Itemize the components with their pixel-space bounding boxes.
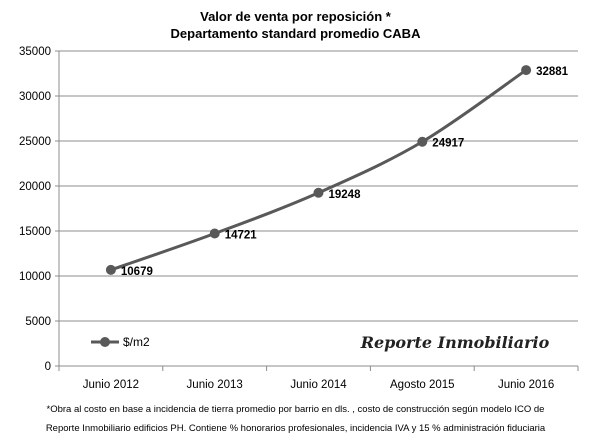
- series-line-path: [110, 68, 527, 272]
- data-labels: 10679 14721 19248 24917 32881: [121, 66, 569, 278]
- data-label-3: 24917: [432, 138, 464, 150]
- data-label-2: 19248: [329, 189, 362, 201]
- watermark-logo: Reporte Inmobiliario: [360, 333, 550, 352]
- y-axis-tick-labels: 0 5000 10000 15000 20000 25000 30000 35000: [19, 46, 51, 373]
- series-line: [110, 68, 527, 272]
- data-point-1: [209, 228, 220, 239]
- data-point-2: [313, 187, 324, 198]
- y-tick-label-10000: 10000: [19, 271, 51, 283]
- series-points: [105, 65, 532, 275]
- footnote-line-2: Reporte Inmobiliario edificios PH. Conti…: [45, 423, 546, 434]
- legend-marker: [100, 337, 110, 347]
- data-point-3: [417, 136, 428, 147]
- chart-subtitle: Departamento standard promedio CABA: [170, 26, 421, 41]
- x-tick-label-0: Junio 2012: [83, 379, 139, 391]
- chart-title: Valor de venta por reposición *: [200, 9, 391, 24]
- x-tick-label-3: Agosto 2015: [390, 379, 455, 391]
- x-tick-label-1: Junio 2013: [187, 379, 243, 391]
- y-tick-label-30000: 30000: [19, 91, 51, 103]
- x-tick-label-2: Junio 2014: [290, 379, 347, 391]
- data-label-4: 32881: [536, 66, 569, 78]
- axes: [55, 50, 579, 371]
- legend: $/m2: [91, 335, 150, 349]
- data-label-1: 14721: [225, 230, 258, 242]
- y-tick-label-25000: 25000: [19, 136, 51, 148]
- y-tick-label-35000: 35000: [19, 46, 51, 58]
- data-label-0: 10679: [121, 266, 153, 278]
- y-tick-label-5000: 5000: [25, 316, 51, 328]
- x-tick-label-4: Junio 2016: [498, 379, 554, 391]
- data-point-4: [521, 65, 532, 76]
- data-point-0: [105, 264, 116, 275]
- y-tick-label-20000: 20000: [19, 181, 51, 193]
- x-axis-tick-labels: Junio 2012 Junio 2013 Junio 2014 Agosto 201…: [83, 379, 554, 391]
- y-tick-label-0: 0: [45, 361, 51, 373]
- legend-label: $/m2: [123, 335, 150, 349]
- grid-lines: [59, 50, 578, 322]
- y-tick-label-15000: 15000: [19, 226, 51, 238]
- footnote-line-1: *Obra al costo en base a incidencia de t…: [46, 404, 545, 415]
